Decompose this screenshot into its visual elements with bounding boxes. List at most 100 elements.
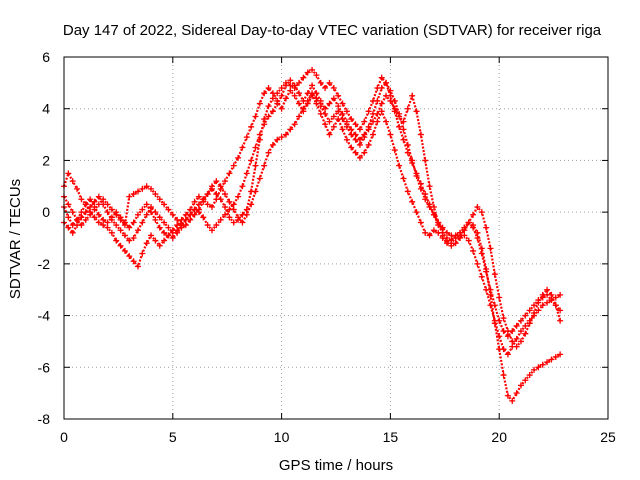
data-point-marker (213, 222, 220, 229)
y-axis: -8 -6 -4 -2 0 2 4 6 (38, 49, 608, 427)
data-point-marker (317, 97, 324, 104)
data-point-marker (143, 240, 150, 247)
data-point-marker (91, 214, 98, 221)
data-point-marker (365, 141, 372, 148)
data-point-marker (265, 103, 272, 110)
data-point-marker (239, 144, 246, 151)
data-point-marker (457, 232, 464, 239)
data-point-marker (352, 121, 359, 128)
y-tick-label: -6 (38, 359, 51, 375)
data-point-marker (391, 147, 398, 154)
data-point-marker (500, 315, 507, 322)
data-point-marker (522, 330, 529, 337)
x-axis-title: GPS time / hours (279, 457, 393, 474)
data-point-marker (343, 118, 350, 125)
data-point-marker (117, 216, 124, 223)
data-point-marker (156, 196, 163, 203)
data-point-marker (544, 359, 551, 366)
data-point-marker (291, 121, 298, 128)
series-track-3 (61, 77, 564, 404)
data-point-marker (239, 183, 246, 190)
data-point-marker (369, 131, 376, 138)
data-point-marker (78, 222, 85, 229)
x-axis: 0 5 10 15 20 25 (60, 57, 616, 445)
data-point-marker (256, 100, 263, 107)
data-point-marker (557, 351, 564, 358)
data-point-marker (509, 338, 516, 345)
data-point-marker (169, 211, 176, 218)
data-point-marker (143, 183, 150, 190)
data-point-marker (191, 198, 198, 205)
data-point-marker (322, 121, 329, 128)
data-point-marker (422, 196, 429, 203)
data-point-marker (217, 216, 224, 223)
data-point-marker (517, 317, 524, 324)
data-point-marker (204, 191, 211, 198)
data-point-marker (217, 183, 224, 190)
data-point-marker (134, 227, 141, 234)
data-point-marker (208, 227, 215, 234)
data-point-marker (548, 356, 555, 363)
data-point-marker (104, 219, 111, 226)
data-point-marker (208, 183, 215, 190)
data-point-marker (531, 366, 538, 373)
data-point-marker (187, 211, 194, 218)
data-point-marker (531, 302, 538, 309)
data-point-marker (430, 227, 437, 234)
data-point-marker (291, 92, 298, 99)
data-point-marker (504, 392, 511, 399)
data-point-marker (504, 351, 511, 358)
data-point-marker (161, 219, 168, 226)
x-tick-label: 5 (169, 429, 177, 445)
data-point-marker (82, 216, 89, 223)
data-point-marker (174, 227, 181, 234)
data-point-marker (269, 108, 276, 115)
data-point-marker (552, 353, 559, 360)
data-point-marker (152, 216, 159, 223)
data-point-marker (87, 196, 94, 203)
data-point-marker (287, 77, 294, 84)
data-point-marker (552, 302, 559, 309)
data-point-marker (474, 229, 481, 236)
data-point-marker (217, 196, 224, 203)
data-point-marker (474, 260, 481, 267)
data-point-marker (304, 97, 311, 104)
data-point-marker (252, 162, 259, 169)
data-point-marker (409, 198, 416, 205)
data-point-marker (404, 141, 411, 148)
data-point-marker (139, 250, 146, 257)
data-point-marker (400, 126, 407, 133)
data-point-marker (69, 229, 76, 236)
data-point-marker (413, 172, 420, 179)
data-point-marker (474, 235, 481, 241)
data-point-marker (78, 214, 85, 221)
data-point-marker (361, 118, 368, 125)
data-point-marker (161, 237, 168, 244)
data-point-marker (326, 79, 333, 86)
data-point-marker (330, 123, 337, 130)
data-point-marker (335, 108, 342, 115)
data-point-marker (243, 211, 250, 218)
data-point-marker (330, 85, 337, 92)
data-point-marker (165, 206, 172, 213)
grid-lines (64, 57, 608, 419)
data-point-marker (226, 198, 233, 205)
y-tick-label: 0 (42, 204, 50, 220)
data-point-marker (557, 291, 564, 298)
data-point-marker (487, 245, 494, 252)
data-point-marker (404, 105, 411, 112)
data-point-marker (204, 222, 211, 229)
data-point-marker (452, 235, 459, 241)
data-point-marker (74, 216, 81, 223)
data-point-marker (435, 219, 442, 226)
data-point-marker (65, 214, 72, 221)
data-point-marker (531, 309, 538, 316)
data-point-marker (517, 328, 524, 335)
data-point-marker (317, 79, 324, 86)
data-point-marker (383, 92, 390, 99)
data-point-marker (82, 201, 89, 208)
data-point-marker (104, 209, 111, 216)
data-point-marker (426, 203, 433, 210)
data-point-marker (326, 100, 333, 107)
data-point-marker (230, 219, 237, 226)
